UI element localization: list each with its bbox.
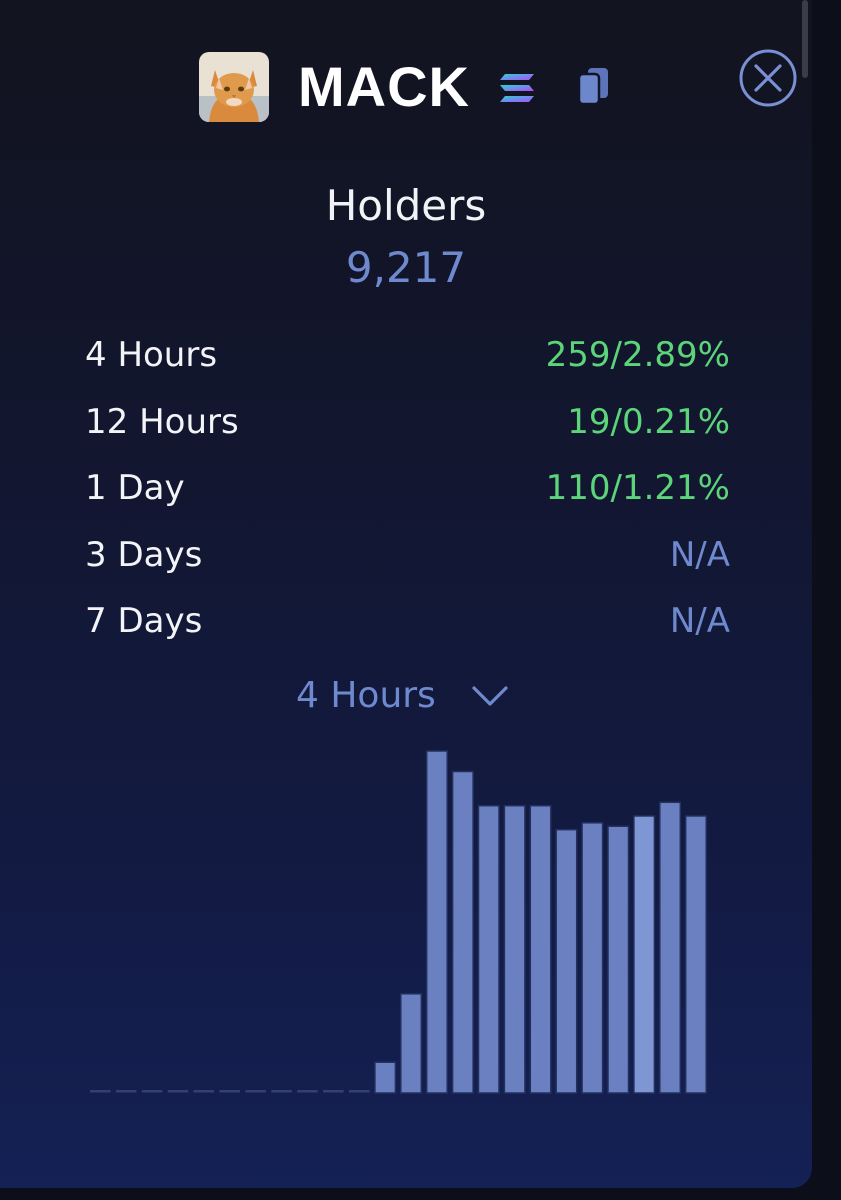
change-row-12-hours: 12 Hours 19/0.21% [85,397,730,464]
change-row-4-hours: 4 Hours 259/2.89% [85,330,730,397]
token-header: MACK [0,52,812,122]
holders-panel: MACK [0,0,812,1188]
chart-bar [633,815,656,1094]
change-row-7-days: 7 Days N/A [85,596,730,663]
holders-bar-chart [90,750,707,1094]
chart-bar [659,801,682,1094]
chart-bar [425,750,448,1094]
holder-change-list: 4 Hours 259/2.89% 12 Hours 19/0.21% 1 Da… [85,330,730,663]
chart-bar [219,1090,240,1093]
change-value: 19/0.21% [567,401,730,442]
change-label: 7 Days [85,601,203,641]
change-row-1-day: 1 Day 110/1.21% [85,463,730,530]
cat-avatar-icon [199,52,269,122]
chart-bar [581,822,604,1094]
chart-bar [529,804,552,1094]
holders-count: 9,217 [345,243,467,292]
chart-bar [141,1090,163,1093]
change-value: N/A [669,601,730,641]
chart-bar [167,1090,189,1093]
period-dropdown-label: 4 Hours [296,675,436,716]
chart-bar [477,804,500,1094]
close-icon[interactable] [738,48,798,108]
chart-bar [271,1090,292,1093]
chart-bar [451,770,474,1094]
change-value: N/A [669,534,730,575]
chart-bar [115,1090,137,1093]
scrollbar[interactable] [802,0,808,78]
chart-bar [193,1090,215,1093]
copy-icon[interactable] [576,66,612,106]
change-value: 259/2.89% [545,335,730,375]
change-label: 3 Days [85,534,203,575]
change-label: 1 Day [85,468,185,508]
token-name: MACK [298,55,470,118]
chart-bar [400,993,423,1094]
chart-bar [323,1090,344,1093]
change-label: 12 Hours [85,401,239,442]
chart-bar [245,1090,266,1093]
chart-bar [90,1090,111,1093]
chart-bar [297,1090,318,1093]
period-dropdown[interactable]: 4 Hours [296,670,510,722]
chart-bar [374,1061,397,1094]
chart-bar [349,1090,370,1093]
solana-icon [498,72,536,104]
change-label: 4 Hours [85,335,218,375]
chart-bar [607,825,630,1094]
chart-bar [684,815,707,1094]
chevron-down-icon [472,686,508,706]
stat-title: Holders [325,181,487,230]
change-row-3-days: 3 Days N/A [85,530,730,597]
chart-bar [503,804,526,1094]
chart-bar [555,828,578,1094]
change-value: 110/1.21% [545,468,730,508]
